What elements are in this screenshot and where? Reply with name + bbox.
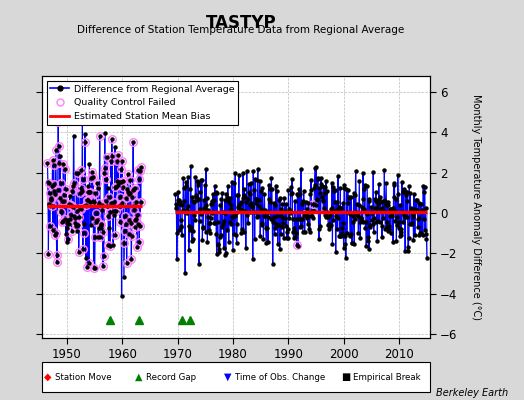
Text: ■: ■ xyxy=(341,372,351,382)
Text: Time of Obs. Change: Time of Obs. Change xyxy=(235,372,325,382)
Text: Station Move: Station Move xyxy=(55,372,112,382)
Text: Empirical Break: Empirical Break xyxy=(353,372,420,382)
Y-axis label: Monthly Temperature Anomaly Difference (°C): Monthly Temperature Anomaly Difference (… xyxy=(472,94,482,320)
Text: Record Gap: Record Gap xyxy=(146,372,196,382)
Text: ▼: ▼ xyxy=(224,372,232,382)
Text: TASTYP: TASTYP xyxy=(206,14,276,32)
Text: Berkeley Earth: Berkeley Earth xyxy=(436,388,508,398)
Text: ◆: ◆ xyxy=(45,372,52,382)
Legend: Difference from Regional Average, Quality Control Failed, Estimated Station Mean: Difference from Regional Average, Qualit… xyxy=(47,81,238,125)
Text: ▲: ▲ xyxy=(135,372,143,382)
Text: Difference of Station Temperature Data from Regional Average: Difference of Station Temperature Data f… xyxy=(78,25,405,35)
